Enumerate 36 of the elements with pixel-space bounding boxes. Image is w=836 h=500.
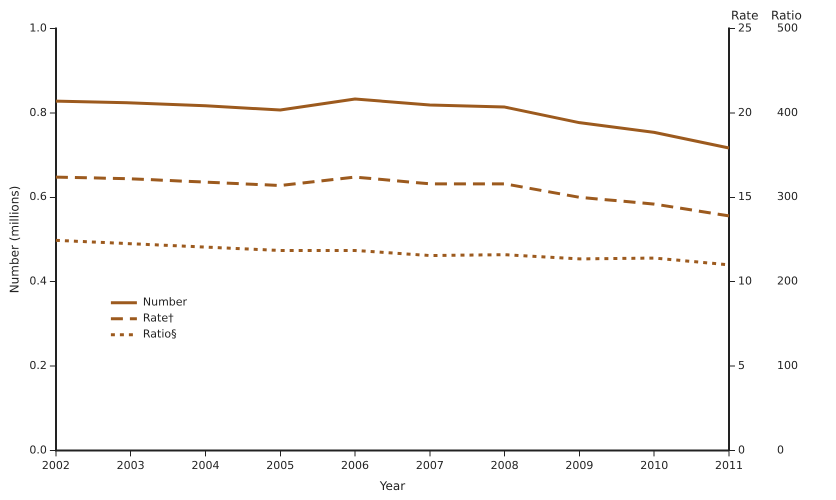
y3-tick-label: 0 (777, 443, 784, 456)
y-tick-label: 0.2 (29, 358, 47, 372)
x-tick-label: 2004 (191, 458, 220, 472)
x-tick-label: 2008 (490, 458, 519, 472)
y2-tick-label: 5 (738, 358, 746, 372)
x-tick-label: 2002 (42, 458, 70, 472)
x-axis-title: Year (378, 478, 406, 493)
y2-tick-label: 20 (738, 106, 752, 119)
y2-tick-label: 0 (738, 443, 746, 456)
y-tick-label: 0.4 (29, 274, 47, 288)
x-tick-label: 2007 (416, 458, 444, 472)
y-tick-label: 1.0 (29, 21, 47, 34)
y2-axis-title: Rate (731, 8, 759, 23)
x-tick-label: 2005 (266, 458, 294, 472)
x-tick-label: 2011 (715, 458, 744, 472)
legend-label: Rate† (142, 312, 174, 325)
line-series (54, 176, 731, 218)
y3-tick-label: 300 (777, 190, 798, 204)
y3-tick-label: 400 (777, 106, 798, 119)
y2-tick-label: 15 (738, 190, 752, 204)
y3-tick-label: 500 (777, 21, 798, 34)
x-tick-label: 2009 (565, 458, 594, 472)
y2-tick-label: 25 (738, 21, 752, 34)
y-tick-label: 0.0 (29, 443, 47, 456)
y3-tick-label: 100 (777, 358, 798, 372)
legend-label: Number (142, 296, 188, 309)
x-tick-label: 2006 (341, 458, 370, 472)
x-tick-label: 2010 (640, 458, 668, 472)
y-tick-label: 0.6 (29, 190, 47, 204)
y-axis-title: Number (millions) (7, 186, 22, 294)
legend-label: Ratio§ (142, 328, 177, 341)
y2-tick-label: 10 (738, 274, 752, 288)
y-tick-label: 0.8 (29, 106, 47, 119)
y3-axis-title: Ratio (771, 8, 802, 23)
y3-tick-label: 200 (777, 274, 798, 288)
x-tick-label: 2003 (116, 458, 145, 472)
